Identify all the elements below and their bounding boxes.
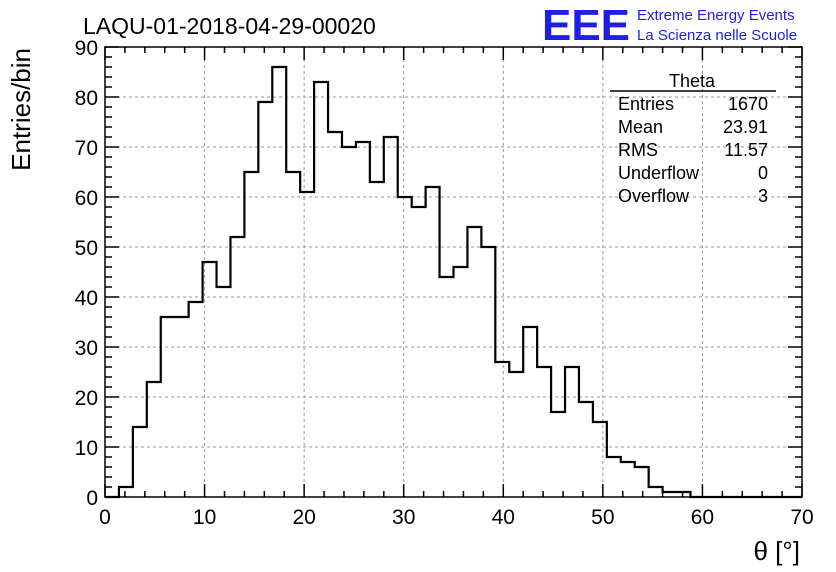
y-axis-label: Entries/bin (6, 48, 36, 171)
x-tick-label: 60 (691, 506, 714, 529)
stats-value-entries: 1670 (728, 94, 768, 114)
y-tick-label: 40 (75, 287, 98, 310)
stats-value-underflow: 0 (758, 163, 768, 183)
x-tick-label: 40 (492, 506, 515, 529)
y-tick-label: 60 (75, 187, 98, 210)
y-tick-label: 80 (75, 87, 98, 110)
x-tick-label: 0 (99, 506, 111, 529)
stats-value-rms: 11.57 (724, 140, 768, 160)
stats-value-overflow: 3 (758, 186, 768, 206)
stats-label-rms: RMS (618, 140, 658, 160)
stats-label-overflow: Overflow (618, 186, 690, 206)
chart-title: LAQU-01-2018-04-29-00020 (83, 13, 376, 39)
x-tick-label: 20 (292, 506, 315, 529)
y-tick-label: 10 (75, 437, 98, 460)
eee-logo-mark: EEE (542, 1, 630, 50)
x-tick-label: 10 (193, 506, 216, 529)
y-tick-label: 20 (75, 387, 98, 410)
stats-label-underflow: Underflow (618, 163, 700, 183)
stats-box: Theta Entries 1670 Mean 23.91 RMS 11.57 … (610, 71, 776, 206)
y-tick-label: 0 (86, 487, 98, 510)
x-tick-label: 30 (392, 506, 415, 529)
logo-line-2: La Scienza nelle Scuole (637, 27, 797, 44)
histogram-line (105, 65, 802, 499)
x-tick-label: 70 (790, 506, 813, 529)
y-tick-label: 70 (75, 137, 98, 160)
y-tick-label: 90 (75, 37, 98, 60)
stats-value-mean: 23.91 (723, 117, 768, 137)
logo-line-1: Extreme Energy Events (637, 7, 795, 24)
stats-title: Theta (669, 71, 716, 91)
x-axis-label: θ [°] (753, 536, 800, 566)
y-tick-label: 50 (75, 237, 98, 260)
y-tick-label: 30 (75, 337, 98, 360)
stats-label-mean: Mean (618, 117, 663, 137)
x-tick-label: 50 (591, 506, 614, 529)
x-axis-ticks: 0 10 20 30 40 50 60 70 (99, 47, 814, 529)
grid-lines (105, 47, 802, 497)
plot-frame (104, 46, 803, 498)
stats-label-entries: Entries (618, 94, 674, 114)
